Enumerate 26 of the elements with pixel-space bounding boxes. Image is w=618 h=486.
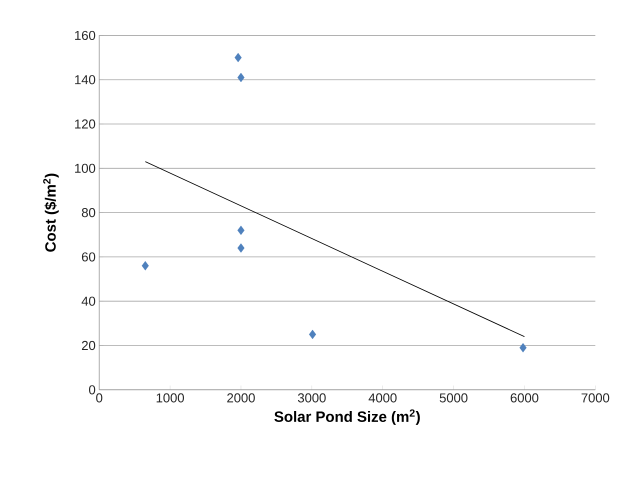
y-tick-label: 0 <box>89 385 96 394</box>
point <box>237 226 245 235</box>
y-tick-label: 80 <box>82 208 96 218</box>
x-tick-label: 5000 <box>440 393 468 402</box>
y-tick-label: 40 <box>82 296 96 306</box>
y-tick-label: 60 <box>82 252 96 262</box>
point <box>237 243 245 253</box>
point <box>237 72 245 82</box>
point <box>142 261 149 270</box>
point <box>308 330 316 340</box>
y-tick-label: 140 <box>75 75 96 84</box>
point <box>519 342 527 352</box>
y-tick-label: 160 <box>75 30 96 40</box>
point <box>234 52 242 62</box>
x-tick-label: 2000 <box>227 393 255 402</box>
y-tick-label: 20 <box>82 340 96 350</box>
x-tick-label: 7000 <box>582 393 610 402</box>
x-tick-label: 6000 <box>510 393 538 402</box>
x-tick-label: 4000 <box>368 393 397 402</box>
x-axis-title: Solar Pond Size (m$^{2}$) <box>274 409 420 425</box>
x-tick-label: 1000 <box>156 393 184 402</box>
x-tick-label: 3000 <box>298 393 326 402</box>
x-tick-label: 0 <box>96 393 102 402</box>
y-axis-title: Cost ($/m$^{2}$) <box>43 174 59 252</box>
y-tick-label: 120 <box>75 119 96 129</box>
y-tick-label: 100 <box>75 164 96 173</box>
